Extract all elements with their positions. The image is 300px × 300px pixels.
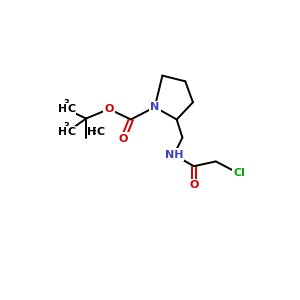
- Text: 3: 3: [93, 127, 98, 136]
- Text: C: C: [67, 104, 75, 114]
- Text: 3: 3: [63, 122, 69, 131]
- Text: O: O: [189, 180, 199, 190]
- Text: C: C: [97, 127, 105, 136]
- Text: NH: NH: [165, 150, 183, 160]
- Text: Cl: Cl: [234, 168, 246, 178]
- Text: H: H: [58, 127, 67, 137]
- Text: H: H: [87, 127, 96, 136]
- Text: O: O: [118, 134, 128, 144]
- Text: C: C: [67, 127, 75, 137]
- Text: 3: 3: [63, 99, 69, 108]
- Text: H: H: [58, 104, 67, 114]
- Text: O: O: [104, 104, 114, 114]
- Text: N: N: [150, 102, 159, 112]
